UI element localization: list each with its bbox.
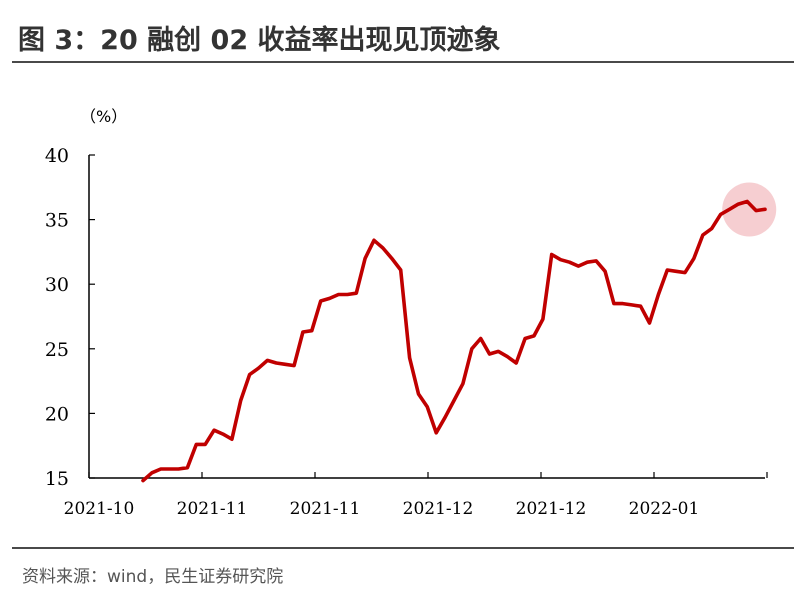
series-line bbox=[141, 199, 767, 483]
y-tick-label: 40 bbox=[45, 145, 69, 167]
y-tick-label: 20 bbox=[45, 403, 69, 425]
y-tick-label: 30 bbox=[45, 274, 69, 296]
x-tick-label: 2021-12 bbox=[516, 499, 587, 519]
x-tick-label: 2021-10 bbox=[64, 499, 135, 519]
title-divider bbox=[12, 61, 794, 63]
x-tick-label: 2021-11 bbox=[177, 499, 248, 519]
x-tick-label: 2022-01 bbox=[629, 499, 700, 519]
y-tick-label: 35 bbox=[45, 210, 69, 232]
y-tick-label: 15 bbox=[45, 468, 69, 490]
y-tick-label: 25 bbox=[45, 339, 69, 361]
x-tick-label: 2021-11 bbox=[290, 499, 361, 519]
peak-highlight-circle bbox=[722, 182, 777, 237]
line-chart: 15 20 25 30 35 40 （%） 2021-10 2021-11 2021-11 2021… bbox=[45, 107, 777, 519]
y-axis-unit: （%） bbox=[80, 107, 127, 126]
source-note: 资料来源：wind，民生证券研究院 bbox=[22, 567, 284, 587]
x-tick-label: 2021-12 bbox=[403, 499, 474, 519]
chart-title: 图 3：20 融创 02 收益率出现见顶迹象 bbox=[18, 25, 501, 56]
source-divider bbox=[12, 547, 794, 549]
